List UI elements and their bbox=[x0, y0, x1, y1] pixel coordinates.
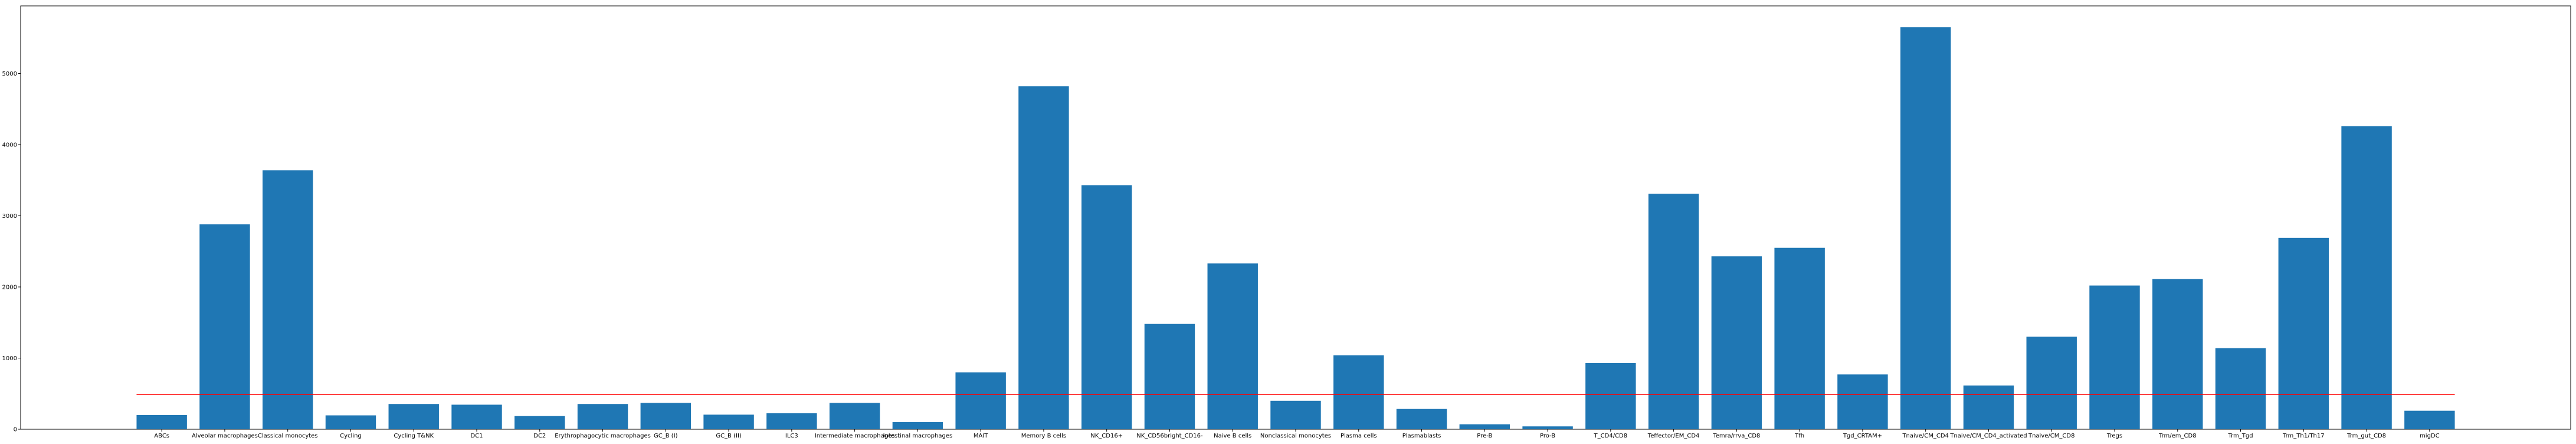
bar bbox=[1018, 86, 1069, 430]
y-tick-label: 1000 bbox=[2, 355, 17, 362]
y-tick-label: 2000 bbox=[2, 284, 17, 290]
x-tick-label: Trm_Th1/Th17 bbox=[2282, 433, 2325, 439]
x-tick-label: GC_B (II) bbox=[716, 433, 742, 439]
bar bbox=[1144, 324, 1195, 429]
x-tick-label: ABCs bbox=[154, 433, 169, 439]
x-tick-label: DC1 bbox=[470, 433, 483, 439]
bar bbox=[262, 170, 313, 429]
bar bbox=[1900, 27, 1951, 429]
x-tick-label: Tnaive/CM_CD4 bbox=[1902, 433, 1948, 439]
bar bbox=[703, 414, 754, 429]
bar bbox=[1333, 355, 1384, 429]
bar bbox=[766, 413, 817, 429]
x-tick-label: Trm/em_CD8 bbox=[2158, 433, 2197, 439]
x-tick-label: Cycling bbox=[340, 433, 362, 439]
x-tick-label: Teffector/EM_CD4 bbox=[1647, 433, 1700, 439]
bar bbox=[388, 404, 439, 429]
x-tick-label: ILC3 bbox=[785, 433, 798, 439]
x-tick-label: NK_CD56bright_CD16- bbox=[1136, 433, 1203, 439]
bar bbox=[2089, 285, 2140, 429]
x-tick-label: Memory B cells bbox=[1021, 433, 1066, 439]
x-tick-label: MAIT bbox=[974, 433, 988, 439]
x-tick-label: GC_B (I) bbox=[654, 433, 678, 439]
x-tick-label: Trm_gut_CD8 bbox=[2346, 433, 2386, 439]
x-tick-label: Classical monocytes bbox=[258, 433, 318, 439]
bar bbox=[1270, 400, 1321, 429]
bar bbox=[1837, 374, 1888, 429]
x-tick-label: migDC bbox=[2420, 433, 2440, 439]
bar bbox=[1207, 263, 1258, 429]
x-tick-label: Intestinal macrophages bbox=[883, 433, 953, 439]
x-tick-label: Trm_Tgd bbox=[2227, 433, 2253, 439]
bar bbox=[2404, 410, 2455, 429]
bar bbox=[136, 414, 187, 429]
x-tick-label: NK_CD16+ bbox=[1090, 433, 1123, 439]
x-tick-label: Intermediate macrophages bbox=[815, 433, 895, 439]
y-axis-ticks: 0 1000 2000 3000 4000 5000 bbox=[2, 71, 21, 433]
y-tick-label: 4000 bbox=[2, 142, 17, 148]
bar bbox=[1459, 424, 1510, 429]
x-tick-label: Pre-B bbox=[1477, 433, 1492, 439]
bar bbox=[451, 404, 502, 429]
x-tick-label: DC2 bbox=[533, 433, 546, 439]
bar bbox=[199, 224, 250, 429]
x-tick-label: Alveolar macrophages bbox=[192, 433, 258, 439]
x-tick-label: Tregs bbox=[2106, 433, 2122, 439]
x-tick-label: Temra/rrva_CD8 bbox=[1712, 433, 1760, 439]
bar bbox=[514, 416, 565, 429]
bar bbox=[1648, 194, 1699, 429]
x-tick-label: Cycling T&NK bbox=[394, 433, 434, 439]
bar bbox=[1711, 256, 1762, 429]
bar bbox=[1522, 426, 1573, 429]
bar bbox=[2341, 126, 2392, 429]
bar bbox=[2215, 348, 2266, 429]
bar bbox=[1963, 385, 2014, 429]
x-tick-label: Plasmablasts bbox=[1402, 433, 1441, 439]
bars-layer bbox=[136, 27, 2455, 430]
bar bbox=[325, 415, 376, 429]
plot-area bbox=[20, 5, 2571, 430]
bar bbox=[829, 403, 880, 429]
y-tick-label: 3000 bbox=[2, 213, 17, 220]
x-tick-label: Tfh bbox=[1794, 433, 1804, 439]
x-tick-label: Naive B cells bbox=[1214, 433, 1251, 439]
bar bbox=[2278, 237, 2329, 429]
bar bbox=[2152, 279, 2203, 429]
x-axis-ticks: ABCs Alveolar macrophages Classical monocy… bbox=[154, 429, 2440, 439]
x-tick-label: Tgd_CRTAM+ bbox=[1843, 433, 1882, 439]
bar bbox=[1081, 185, 1132, 429]
bar bbox=[577, 404, 628, 429]
x-tick-label: Nonclassical monocytes bbox=[1260, 433, 1331, 439]
bar bbox=[2026, 337, 2077, 429]
y-tick-label: 0 bbox=[14, 427, 17, 433]
x-tick-label: Tnaive/CM_CD8 bbox=[2028, 433, 2074, 439]
x-tick-label: Plasma cells bbox=[1341, 433, 1377, 439]
x-tick-label: Erythrophagocytic macrophages bbox=[555, 433, 651, 439]
bar bbox=[955, 372, 1006, 429]
x-tick-label: T_CD4/CD8 bbox=[1594, 433, 1628, 439]
y-tick-label: 5000 bbox=[2, 71, 17, 77]
bar bbox=[892, 422, 943, 429]
x-tick-label: Pro-B bbox=[1540, 433, 1555, 439]
x-tick-label: Tnaive/CM_CD4_activated bbox=[1949, 433, 2027, 439]
bar bbox=[1774, 247, 1825, 429]
bar bbox=[640, 403, 691, 429]
bar bbox=[1585, 363, 1636, 429]
bar bbox=[1396, 409, 1447, 429]
